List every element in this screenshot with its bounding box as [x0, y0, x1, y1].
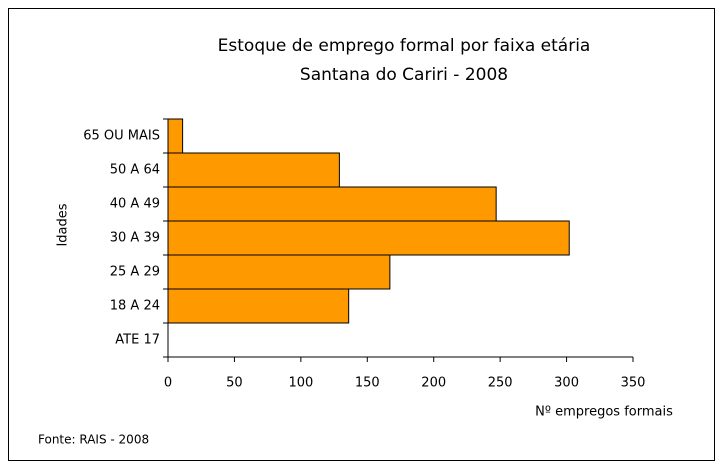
bar — [167, 186, 497, 222]
y-tick-label: 30 A 39 — [110, 231, 160, 246]
y-tick-label: 18 A 24 — [110, 299, 160, 314]
y-tick-label: 65 OU MAIS — [83, 129, 160, 144]
bar — [167, 220, 570, 256]
x-axis-label: Nº empregos formais — [535, 405, 673, 420]
x-tick-label: 200 — [421, 376, 446, 391]
x-tick-label: 150 — [355, 376, 380, 391]
x-tick-label: 350 — [621, 376, 646, 391]
x-tick-label: 50 — [226, 376, 243, 391]
y-tick-label: 25 A 29 — [110, 265, 160, 280]
x-tick-label: 100 — [288, 376, 313, 391]
x-tick-label: 250 — [488, 376, 513, 391]
chart-subtitle: Santana do Cariri - 2008 — [300, 65, 508, 85]
x-tick-label: 0 — [164, 376, 172, 391]
y-tick-label: ATE 17 — [115, 333, 160, 348]
bar — [167, 152, 340, 188]
bar — [167, 118, 184, 154]
source-note: Fonte: RAIS - 2008 — [38, 433, 149, 447]
bar — [167, 288, 350, 324]
y-axis-label: Idades — [56, 203, 71, 246]
chart-title: Estoque de emprego formal por faixa etár… — [218, 36, 591, 56]
x-tick-label: 300 — [554, 376, 579, 391]
bar — [167, 254, 391, 290]
y-tick-label: 50 A 64 — [110, 163, 160, 178]
y-tick-label: 40 A 49 — [110, 197, 160, 212]
